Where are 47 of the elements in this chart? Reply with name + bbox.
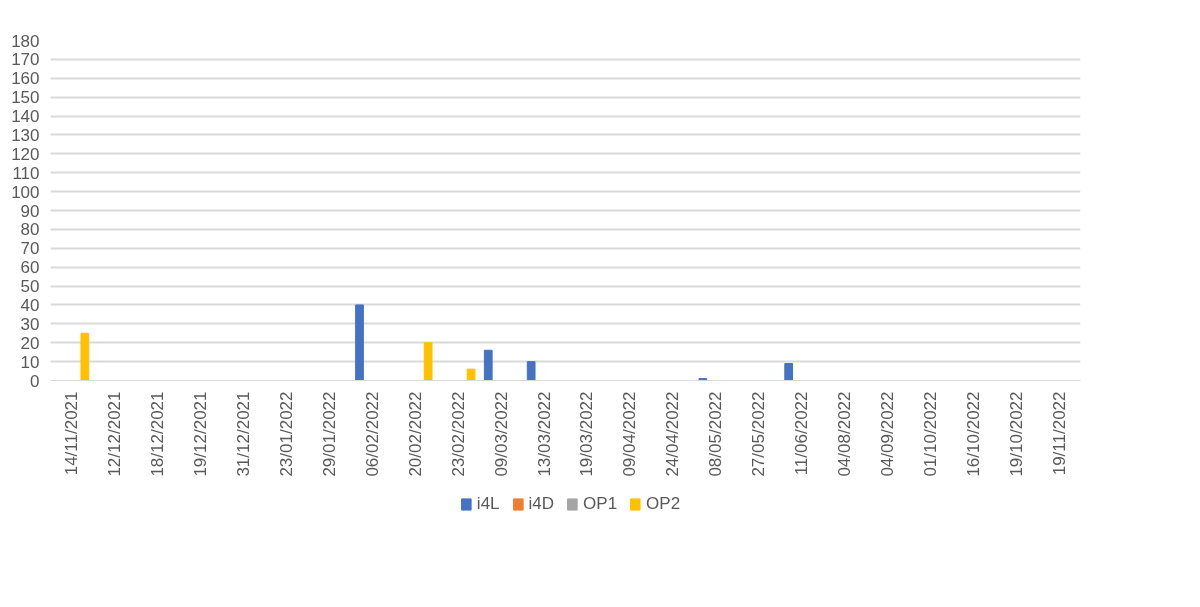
y-tick-label: 160 xyxy=(11,69,40,89)
y-tick-label: 80 xyxy=(20,220,40,240)
y-tick-label: 60 xyxy=(20,258,40,278)
y-tick-label: 180 xyxy=(11,31,40,51)
x-tick-label: 16/10/2022 xyxy=(963,391,983,477)
x-tick-label: 04/09/2022 xyxy=(877,391,897,477)
x-tick-label: 19/12/2021 xyxy=(191,391,211,477)
x-tick-label: 24/04/2022 xyxy=(663,391,683,477)
y-tick-label: 140 xyxy=(11,107,40,127)
y-tick-label: 170 xyxy=(11,50,40,70)
legend-label: i4L xyxy=(476,494,500,514)
x-tick-label: 29/01/2022 xyxy=(319,391,339,477)
y-tick-label: 120 xyxy=(11,144,40,164)
y-tick-label: 110 xyxy=(12,163,40,183)
y-tick-label: 20 xyxy=(20,333,40,353)
x-tick-label: 19/10/2022 xyxy=(1006,391,1026,477)
x-tick-label: 23/02/2022 xyxy=(448,391,468,477)
x-tick-label: 20/02/2022 xyxy=(405,391,425,477)
y-tick-label: 90 xyxy=(20,201,40,221)
x-tick-label: 06/02/2022 xyxy=(362,391,382,477)
y-tick-label: 30 xyxy=(20,314,40,334)
x-tick-label: 09/03/2022 xyxy=(491,391,511,477)
y-tick-label: 100 xyxy=(11,182,40,202)
x-tick-label: 01/10/2022 xyxy=(920,391,940,477)
x-tick-label: 23/01/2022 xyxy=(277,391,297,477)
x-tick-label: 12/12/2021 xyxy=(105,391,125,477)
x-tick-label: 18/12/2021 xyxy=(148,391,168,477)
x-tick-label: 14/11/2021 xyxy=(62,391,82,476)
x-tick-label: 19/11/2022 xyxy=(1049,391,1069,476)
y-tick-label: 0 xyxy=(30,371,40,391)
legend-label: OP2 xyxy=(646,494,681,514)
x-tick-label: 11/06/2022 xyxy=(792,391,812,476)
x-tick-label: 27/05/2022 xyxy=(749,391,769,477)
y-tick-label: 130 xyxy=(11,125,40,145)
y-tick-label: 50 xyxy=(20,277,40,297)
y-tick-label: 40 xyxy=(20,295,40,315)
legend-label: i4D xyxy=(528,494,555,514)
y-tick-label: 10 xyxy=(20,352,40,372)
x-tick-label: 13/03/2022 xyxy=(534,391,554,477)
x-tick-label: 08/05/2022 xyxy=(706,391,726,477)
y-tick-label: 150 xyxy=(11,88,40,108)
x-tick-label: 09/04/2022 xyxy=(620,391,640,477)
x-tick-label: 19/03/2022 xyxy=(577,391,597,477)
x-tick-label: 31/12/2021 xyxy=(234,391,254,477)
x-tick-label: 04/08/2022 xyxy=(834,391,854,477)
y-tick-label: 70 xyxy=(20,239,40,259)
legend-label: OP1 xyxy=(583,494,618,514)
